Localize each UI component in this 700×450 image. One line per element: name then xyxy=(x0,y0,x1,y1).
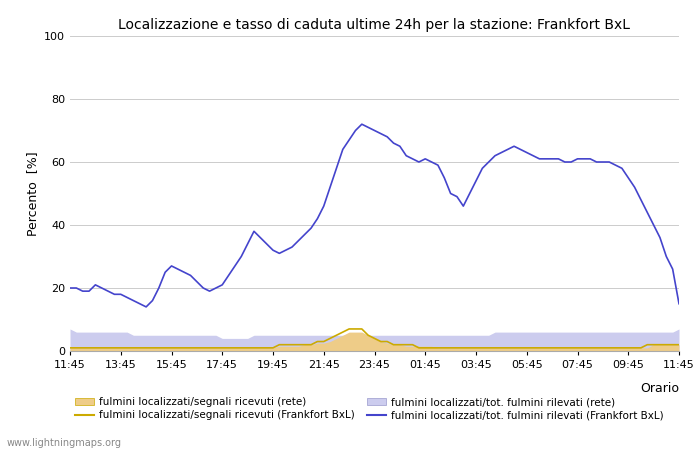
Legend: fulmini localizzati/segnali ricevuti (rete), fulmini localizzati/segnali ricevut: fulmini localizzati/segnali ricevuti (re… xyxy=(75,397,664,420)
Text: Orario: Orario xyxy=(640,382,679,396)
Text: www.lightningmaps.org: www.lightningmaps.org xyxy=(7,438,122,448)
Y-axis label: Percento  [%]: Percento [%] xyxy=(26,151,38,236)
Title: Localizzazione e tasso di caduta ultime 24h per la stazione: Frankfort BxL: Localizzazione e tasso di caduta ultime … xyxy=(118,18,631,32)
